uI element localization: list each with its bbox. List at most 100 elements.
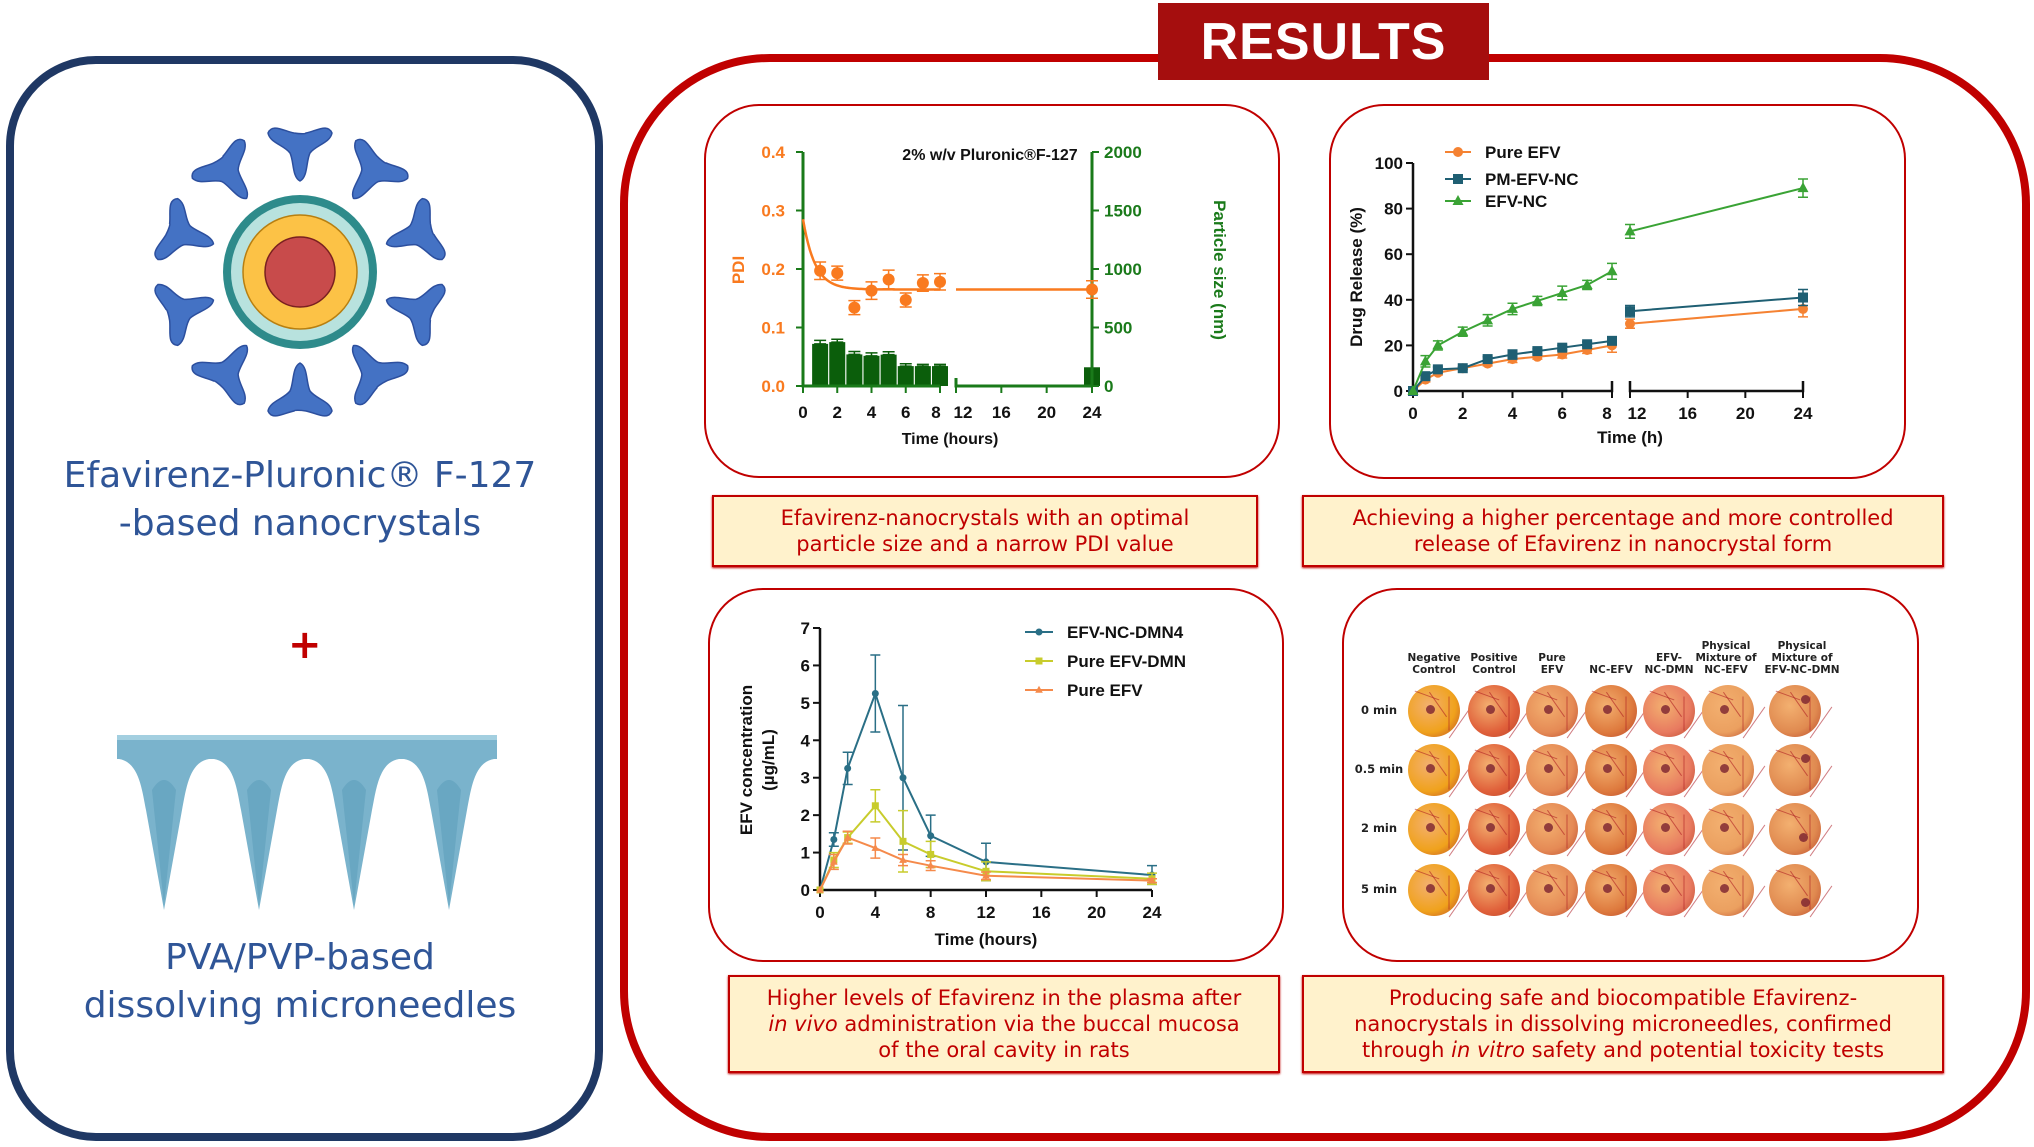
blood-vessel	[1775, 749, 1801, 760]
blood-vessel	[1649, 869, 1675, 880]
blood-vessel	[1474, 749, 1500, 760]
plus-sign: +	[288, 622, 322, 668]
blood-vessel	[1775, 869, 1801, 880]
embryo-spot	[1603, 764, 1612, 773]
blood-vessel	[1474, 869, 1500, 880]
blood-vessel	[1789, 870, 1809, 897]
microneedle-shade	[152, 780, 176, 905]
microneedle-shade	[342, 780, 366, 905]
blood-vessel	[1742, 814, 1744, 849]
blood-vessel	[1742, 696, 1744, 731]
embryo-spot	[1544, 705, 1553, 714]
blood-vessel	[1508, 875, 1510, 910]
blood-vessel	[1448, 696, 1450, 731]
blood-vessel	[1789, 809, 1809, 836]
blood-vessel	[1742, 755, 1744, 790]
embryo-spot	[1603, 705, 1612, 714]
microneedle-title-line2: dissolving microneedles	[83, 985, 517, 1026]
blood-vessel	[1775, 690, 1801, 701]
pluronic-polymer-shape	[154, 283, 215, 347]
chorioallantoic-membrane-image	[1526, 864, 1590, 918]
blood-vessel	[1474, 808, 1500, 819]
blood-vessel	[1414, 869, 1440, 880]
embryo-spot	[1486, 823, 1495, 832]
blood-vessel	[1649, 749, 1675, 760]
embryo-spot	[1544, 823, 1553, 832]
chorioallantoic-membrane-image	[1643, 864, 1707, 918]
caption-line: in vivo administration via the buccal mu…	[767, 1011, 1241, 1037]
microneedle-shade	[247, 780, 271, 905]
caption-text: safety and potential toxicity tests	[1524, 1038, 1885, 1062]
drug-core	[264, 236, 336, 308]
caption-plasma-levels: Higher levels of Efavirenz in the plasma…	[728, 975, 1280, 1073]
embryo-spot	[1486, 705, 1495, 714]
chorioallantoic-membrane-image	[1408, 744, 1472, 798]
blood-vessel	[1683, 875, 1685, 910]
blood-vessel	[1566, 875, 1568, 910]
chorioallantoic-membrane-image	[1643, 685, 1707, 739]
blood-vessel	[1566, 696, 1568, 731]
blood-vessel	[1414, 749, 1440, 760]
caption-line: release of Efavirenz in nanocrystal form	[1413, 532, 1833, 556]
blood-vessel	[1775, 808, 1801, 819]
chorioallantoic-membrane-image	[1769, 864, 1833, 918]
blood-vessel	[1809, 875, 1811, 910]
caption-safety: Producing safe and biocompatible Efavire…	[1302, 975, 1944, 1073]
blood-vessel	[1474, 690, 1500, 701]
pluronic-polymer-shape	[351, 138, 409, 200]
embryo-spot	[1544, 764, 1553, 773]
results-banner: RESULTS	[1158, 3, 1489, 80]
blood-vessel	[1625, 755, 1627, 790]
embryo-spot	[1426, 823, 1435, 832]
blood-vessel	[1591, 690, 1617, 701]
blood-vessel	[1566, 755, 1568, 790]
blood-vessel	[1708, 869, 1734, 880]
chorioallantoic-membrane-image	[1585, 803, 1649, 857]
embryo-spot	[1720, 884, 1729, 893]
embryo-spot	[1801, 898, 1810, 907]
embryo-spot	[1426, 705, 1435, 714]
pluronic-polymer-shape	[267, 127, 333, 182]
chorioallantoic-membrane-image	[1643, 744, 1707, 798]
blood-vessel	[1625, 696, 1627, 731]
patch-top	[117, 735, 497, 740]
caption-line: of the oral cavity in rats	[878, 1038, 1130, 1062]
embryo-spot	[1544, 884, 1553, 893]
blood-vessel	[1742, 875, 1744, 910]
embryo-spot	[1661, 705, 1670, 714]
blood-vessel	[1508, 755, 1510, 790]
embryo-spot	[1661, 884, 1670, 893]
embryo-spot	[1661, 823, 1670, 832]
plasma-concentration-panel	[708, 588, 1284, 962]
blood-vessel	[1508, 696, 1510, 731]
caption-line: Achieving a higher percentage and more c…	[1352, 506, 1894, 530]
pluronic-polymer-shape	[385, 197, 446, 261]
nanocrystal-illustration	[154, 127, 446, 417]
het-cam-column-label: Positive Control	[1470, 652, 1518, 676]
embryo-spot	[1486, 884, 1495, 893]
blood-vessel	[1591, 749, 1617, 760]
particle-size-pdi-panel	[704, 104, 1280, 478]
embryo-spot	[1661, 764, 1670, 773]
caption-text: administration via the buccal mucosa	[837, 1012, 1240, 1036]
het-cam-column-label: Physical Mixture of NC-EFV	[1695, 640, 1757, 676]
blood-vessel	[1532, 808, 1558, 819]
blood-vessel	[1414, 690, 1440, 701]
embryo-spot	[1801, 695, 1810, 704]
chorioallantoic-membrane-image	[1468, 685, 1532, 739]
chorioallantoic-membrane-image	[1408, 864, 1472, 918]
embryo-spot	[1426, 764, 1435, 773]
microneedle-patch-illustration	[117, 735, 497, 910]
blood-vessel	[1566, 814, 1568, 849]
blood-vessel	[1625, 814, 1627, 849]
caption-line: Efavirenz-nanocrystals with an optimal	[780, 506, 1190, 530]
caption-line: Producing safe and biocompatible Efavire…	[1388, 986, 1858, 1010]
het-cam-column-label: Pure EFV	[1538, 652, 1566, 676]
microneedle-title-line1: PVA/PVP-based	[165, 937, 435, 978]
chorioallantoic-membrane-image	[1769, 803, 1833, 857]
chorioallantoic-membrane-image	[1468, 803, 1532, 857]
blood-vessel	[1532, 869, 1558, 880]
het-cam-row-label: 5 min	[1360, 882, 1398, 896]
caption-text: through	[1361, 1038, 1452, 1062]
caption-drug-release: Achieving a higher percentage and more c…	[1302, 495, 1944, 567]
